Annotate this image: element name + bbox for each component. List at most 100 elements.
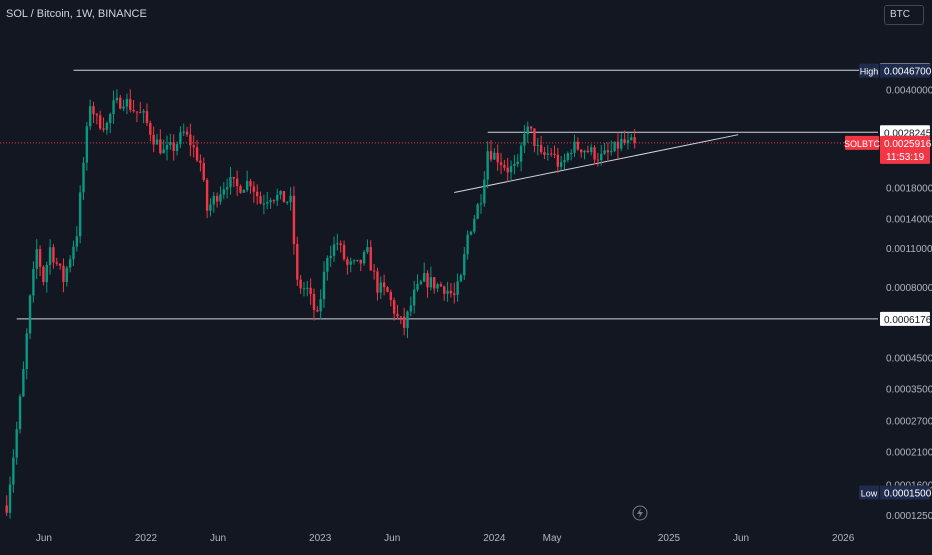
price-labels-layer: 0.00468480.0046700High0.00282450.0025916…: [844, 63, 932, 500]
candle: [402, 307, 406, 336]
candle: [573, 134, 576, 158]
candle: [356, 259, 359, 262]
x-tick-label: Jun: [36, 533, 52, 544]
candle: [433, 276, 436, 294]
candle: [252, 181, 256, 203]
candle: [15, 421, 18, 465]
candle: [556, 147, 560, 173]
svg-text:High: High: [860, 67, 879, 77]
candle: [443, 285, 446, 301]
candle: [202, 157, 205, 182]
candles-layer: [5, 89, 636, 519]
candle: [473, 215, 476, 234]
candle: [92, 101, 95, 123]
svg-text:SOLBTC: SOLBTC: [844, 139, 881, 149]
candle: [509, 160, 513, 182]
candle: [316, 305, 319, 313]
candle: [359, 259, 362, 272]
candle: [586, 145, 590, 154]
candle: [326, 255, 329, 281]
candle: [479, 194, 483, 214]
candle: [199, 154, 202, 172]
candle: [459, 273, 463, 283]
candle: [122, 99, 125, 112]
candle: [546, 145, 549, 161]
candle: [172, 134, 175, 161]
candle: [249, 178, 252, 194]
candle: [119, 94, 122, 110]
candle: [566, 151, 570, 163]
candle: [416, 274, 419, 292]
candle: [162, 139, 165, 154]
svg-text:0.0046700: 0.0046700: [884, 67, 932, 78]
svg-text:0.0001500: 0.0001500: [884, 489, 932, 500]
currency-button[interactable]: BTC: [884, 5, 924, 25]
time-axis[interactable]: Jun 2022 Jun 2023 Jun 2024 May 2025 Jun 2026: [36, 533, 855, 544]
candle: [55, 257, 58, 266]
price-label-current: 0.0025916 11:53:19 SOLBTC: [844, 135, 932, 164]
y-tick-label: 0.0018000: [886, 184, 932, 195]
candle: [449, 283, 453, 298]
candle: [456, 273, 459, 302]
candle: [309, 278, 312, 305]
candle: [78, 185, 82, 244]
svg-text:Low: Low: [861, 489, 878, 499]
candle: [376, 267, 379, 301]
candle: [142, 109, 145, 124]
candle: [603, 142, 606, 156]
candle: [306, 280, 309, 297]
candle: [75, 226, 79, 252]
candle: [600, 145, 603, 166]
candle: [332, 236, 336, 262]
candle: [372, 263, 376, 280]
candle: [633, 129, 636, 149]
candle: [222, 182, 225, 200]
trend-line[interactable]: [454, 134, 739, 193]
candle: [185, 126, 189, 137]
x-tick-label: 2024: [483, 533, 506, 544]
candle: [409, 296, 413, 317]
candle: [292, 186, 296, 255]
candle: [229, 166, 232, 195]
candle: [102, 117, 105, 133]
candle: [486, 141, 489, 189]
candle: [272, 199, 276, 204]
price-label-low: 0.0001500 Low: [859, 485, 932, 500]
lightning-icon[interactable]: [632, 505, 648, 521]
candle: [463, 247, 466, 280]
candle: [276, 188, 279, 206]
chart-title: SOL / Bitcoin, 1W, BINANCE: [6, 8, 147, 20]
candle: [446, 281, 449, 302]
candle: [125, 93, 129, 115]
candle: [115, 89, 119, 104]
candle: [526, 121, 529, 143]
y-tick-label: 0.0002700: [886, 416, 932, 427]
candle: [519, 142, 523, 172]
candle: [576, 137, 580, 151]
candle: [22, 361, 25, 397]
candle: [349, 257, 352, 273]
candle: [45, 261, 48, 293]
candle: [95, 112, 99, 125]
y-tick-label: 0.0011000: [886, 244, 932, 255]
candle: [590, 144, 593, 156]
y-tick-label: 0.0003500: [886, 385, 932, 396]
candle: [623, 130, 626, 146]
y-tick-label: 0.0004500: [886, 354, 932, 365]
candle: [392, 297, 396, 321]
candle: [419, 279, 423, 286]
candle: [630, 133, 633, 141]
candle: [242, 189, 246, 193]
candle: [593, 145, 596, 165]
svg-text:0.0028245: 0.0028245: [884, 128, 932, 139]
candle: [536, 137, 539, 156]
candle: [483, 171, 486, 207]
candle: [179, 126, 182, 149]
candle: [169, 133, 172, 150]
candle: [606, 142, 610, 163]
candle: [8, 476, 12, 519]
candle: [12, 449, 15, 493]
svg-text:0.0025916: 0.0025916: [884, 139, 932, 150]
